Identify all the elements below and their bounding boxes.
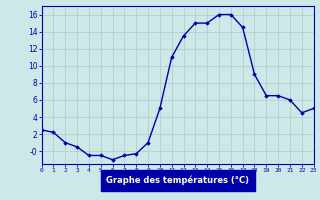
- X-axis label: Graphe des températures (°C): Graphe des températures (°C): [106, 176, 249, 185]
